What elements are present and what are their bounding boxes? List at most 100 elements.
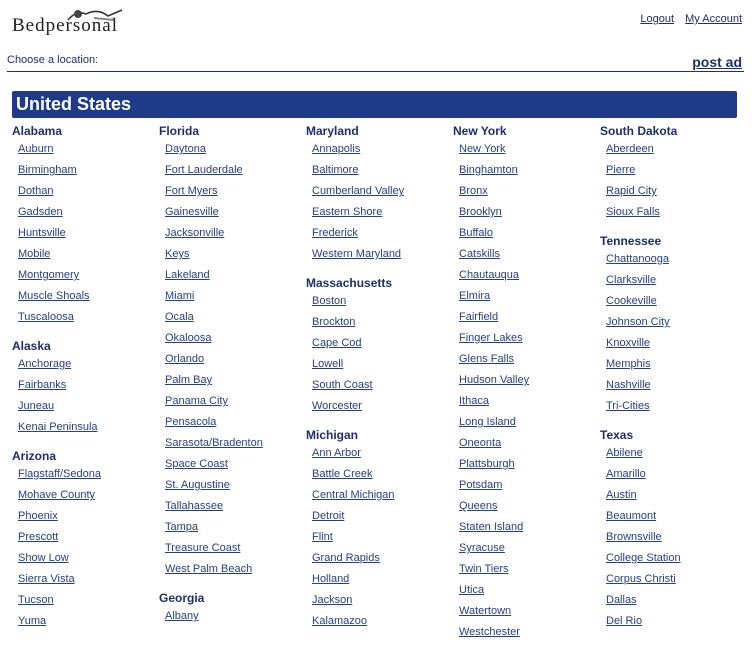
city-link[interactable]: Lakeland bbox=[165, 269, 210, 281]
city-link[interactable]: Lowell bbox=[312, 358, 344, 370]
city-link[interactable]: Brooklyn bbox=[459, 206, 502, 218]
city-link[interactable]: Austin bbox=[606, 489, 637, 501]
city-link[interactable]: Binghamton bbox=[459, 164, 518, 176]
city-link[interactable]: Juneau bbox=[18, 400, 55, 412]
city-link[interactable]: Western Maryland bbox=[312, 248, 402, 260]
city-link[interactable]: South Coast bbox=[312, 379, 373, 391]
city-link[interactable]: Detroit bbox=[312, 510, 345, 522]
city-link[interactable]: Fairfield bbox=[459, 311, 499, 323]
city-link[interactable]: Montgomery bbox=[18, 269, 80, 281]
city-link[interactable]: Jackson bbox=[312, 594, 353, 606]
city-link[interactable]: Sierra Vista bbox=[18, 573, 75, 585]
city-link[interactable]: Knoxville bbox=[606, 337, 651, 349]
city-link[interactable]: Baltimore bbox=[312, 164, 359, 176]
city-link[interactable]: Kenai Peninsula bbox=[18, 421, 98, 433]
city-link[interactable]: Rapid City bbox=[606, 185, 657, 197]
city-link[interactable]: Ocala bbox=[165, 311, 194, 323]
city-link[interactable]: Flint bbox=[312, 531, 333, 543]
city-link[interactable]: Prescott bbox=[18, 531, 59, 543]
city-link[interactable]: Space Coast bbox=[165, 458, 228, 470]
city-link[interactable]: Dothan bbox=[18, 185, 54, 197]
city-link[interactable]: Johnson City bbox=[606, 316, 670, 328]
city-link[interactable]: Clarksville bbox=[606, 274, 657, 286]
city-link[interactable]: Kalamazoo bbox=[312, 615, 368, 627]
my-account-link[interactable]: My Account bbox=[685, 13, 742, 25]
city-link[interactable]: Phoenix bbox=[18, 510, 58, 522]
city-link[interactable]: Queens bbox=[459, 500, 498, 512]
city-link[interactable]: New York bbox=[459, 143, 506, 155]
city-link[interactable]: Memphis bbox=[606, 358, 651, 370]
city-link[interactable]: Grand Rapids bbox=[312, 552, 380, 564]
city-link[interactable]: Utica bbox=[459, 584, 485, 596]
city-link[interactable]: Nashville bbox=[606, 379, 651, 391]
city-link[interactable]: Watertown bbox=[459, 605, 512, 617]
city-link[interactable]: Miami bbox=[165, 290, 195, 302]
city-link[interactable]: West Palm Beach bbox=[165, 563, 253, 575]
city-link[interactable]: Huntsville bbox=[18, 227, 66, 239]
city-link[interactable]: Westchester bbox=[459, 626, 520, 638]
city-link[interactable]: College Station bbox=[606, 552, 681, 564]
city-link[interactable]: Okaloosa bbox=[165, 332, 212, 344]
city-link[interactable]: Syracuse bbox=[459, 542, 505, 554]
city-link[interactable]: Mobile bbox=[18, 248, 51, 260]
city-link[interactable]: Fort Lauderdale bbox=[165, 164, 243, 176]
city-link[interactable]: Hudson Valley bbox=[459, 374, 530, 386]
city-link[interactable]: Palm Bay bbox=[165, 374, 213, 386]
city-link[interactable]: Battle Creek bbox=[312, 468, 373, 480]
city-link[interactable]: Elmira bbox=[459, 290, 491, 302]
city-link[interactable]: Keys bbox=[165, 248, 190, 260]
city-link[interactable]: Fairbanks bbox=[18, 379, 67, 391]
city-link[interactable]: Auburn bbox=[18, 143, 54, 155]
city-link[interactable]: Holland bbox=[312, 573, 350, 585]
city-link[interactable]: Staten Island bbox=[459, 521, 524, 533]
city-link[interactable]: Worcester bbox=[312, 400, 362, 412]
city-link[interactable]: Central Michigan bbox=[312, 489, 395, 501]
city-link[interactable]: Panama City bbox=[165, 395, 228, 407]
city-link[interactable]: Chattanooga bbox=[606, 253, 669, 265]
city-link[interactable]: Mohave County bbox=[18, 489, 96, 501]
city-link[interactable]: Frederick bbox=[312, 227, 358, 239]
city-link[interactable]: Ann Arbor bbox=[312, 447, 361, 459]
city-link[interactable]: Aberdeen bbox=[606, 143, 654, 155]
city-link[interactable]: Cumberland Valley bbox=[312, 185, 405, 197]
city-link[interactable]: Tallahassee bbox=[165, 500, 224, 512]
city-link[interactable]: Potsdam bbox=[459, 479, 503, 491]
city-link[interactable]: Pierre bbox=[606, 164, 636, 176]
city-link[interactable]: Gadsden bbox=[18, 206, 63, 218]
city-link[interactable]: Birmingham bbox=[18, 164, 77, 176]
city-link[interactable]: Cookeville bbox=[606, 295, 657, 307]
city-link[interactable]: Muscle Shoals bbox=[18, 290, 90, 302]
city-link[interactable]: Eastern Shore bbox=[312, 206, 383, 218]
city-link[interactable]: Tucson bbox=[18, 594, 54, 606]
city-link[interactable]: Yuma bbox=[18, 615, 47, 627]
city-link[interactable]: Bronx bbox=[459, 185, 488, 197]
city-link[interactable]: Buffalo bbox=[459, 227, 494, 239]
city-link[interactable]: Fort Myers bbox=[165, 185, 218, 197]
city-link[interactable]: Gainesville bbox=[165, 206, 219, 218]
city-link[interactable]: Jacksonville bbox=[165, 227, 225, 239]
city-link[interactable]: Catskills bbox=[459, 248, 500, 260]
city-link[interactable]: Abilene bbox=[606, 447, 643, 459]
city-link[interactable]: Tri-Cities bbox=[606, 400, 650, 412]
city-link[interactable]: Glens Falls bbox=[459, 353, 515, 365]
city-link[interactable]: Twin Tiers bbox=[459, 563, 509, 575]
city-link[interactable]: Cape Cod bbox=[312, 337, 362, 349]
city-link[interactable]: Treasure Coast bbox=[165, 542, 241, 554]
city-link[interactable]: Pensacola bbox=[165, 416, 217, 428]
logout-link[interactable]: Logout bbox=[640, 13, 675, 25]
city-link[interactable]: Show Low bbox=[18, 552, 69, 564]
city-link[interactable]: Anchorage bbox=[18, 358, 72, 370]
city-link[interactable]: Flagstaff/Sedona bbox=[18, 468, 101, 480]
post-ad-link[interactable]: post ad bbox=[692, 54, 742, 70]
city-link[interactable]: Tampa bbox=[165, 521, 199, 533]
city-link[interactable]: Finger Lakes bbox=[459, 332, 523, 344]
city-link[interactable]: Plattsburgh bbox=[459, 458, 515, 470]
city-link[interactable]: Oneonta bbox=[459, 437, 502, 449]
city-link[interactable]: Chautauqua bbox=[459, 269, 519, 281]
city-link[interactable]: Del Rio bbox=[606, 615, 643, 627]
city-link[interactable]: Brownsville bbox=[606, 531, 662, 543]
city-link[interactable]: Sioux Falls bbox=[606, 206, 660, 218]
city-link[interactable]: Long Island bbox=[459, 416, 516, 428]
city-link[interactable]: Albany bbox=[165, 610, 199, 622]
city-link[interactable]: Dallas bbox=[606, 594, 637, 606]
